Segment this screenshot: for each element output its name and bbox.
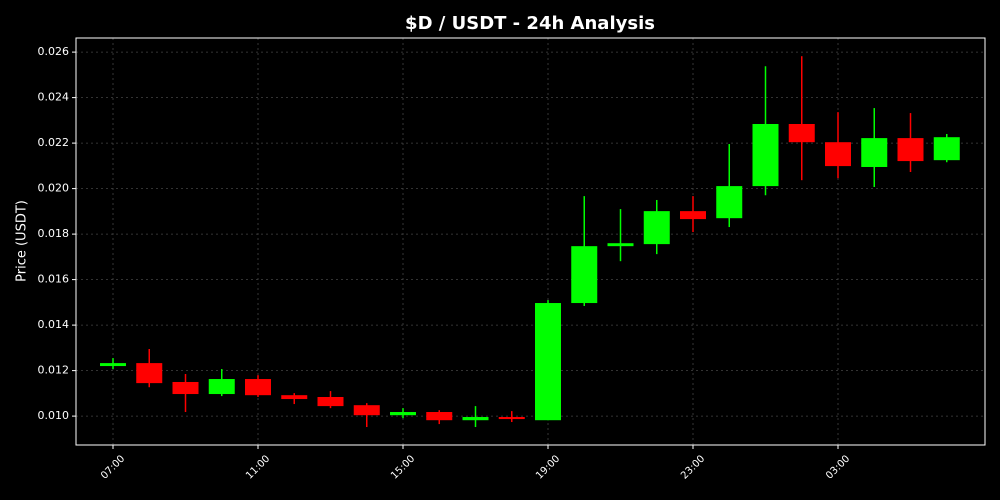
candle-body <box>390 412 416 416</box>
candle-body <box>825 142 851 167</box>
candle-body <box>680 211 706 220</box>
y-tick-label: 0.024 <box>38 91 70 104</box>
candle-body <box>788 123 815 143</box>
candle-body <box>643 211 670 245</box>
candle-body <box>281 395 308 400</box>
candle-body <box>245 379 271 396</box>
candle-body <box>897 138 924 162</box>
candle-body <box>498 417 525 420</box>
candle-body <box>716 186 743 219</box>
candle-body <box>317 396 344 407</box>
candle-body <box>208 379 235 395</box>
mark-layer <box>100 56 960 428</box>
candle-body <box>172 381 199 395</box>
y-tick-label: 0.010 <box>38 409 70 422</box>
candle-body <box>861 138 888 167</box>
y-tick-label: 0.026 <box>38 45 70 58</box>
y-tick-label: 0.012 <box>38 364 70 377</box>
y-tick-label: 0.020 <box>38 182 70 195</box>
candle-body <box>136 363 163 384</box>
candle-body <box>607 243 634 247</box>
y-tick-label: 0.014 <box>38 318 70 331</box>
y-tick-label: 0.016 <box>38 273 70 286</box>
y-tick-label: 0.018 <box>38 227 70 240</box>
candle-body <box>752 123 779 187</box>
candle-body <box>535 303 561 421</box>
candle-body <box>933 137 960 161</box>
grid-layer <box>76 38 985 445</box>
candle-body <box>100 363 126 367</box>
y-tick-label: 0.022 <box>38 136 70 149</box>
chart-title: $D / USDT - 24h Analysis <box>405 13 655 34</box>
candle-body <box>353 405 380 416</box>
candle-body <box>571 246 598 304</box>
candle-body <box>462 417 489 421</box>
candle-body <box>426 412 453 421</box>
plot-frame <box>75 37 986 446</box>
y-axis-label: Price (USDT) <box>15 200 30 282</box>
